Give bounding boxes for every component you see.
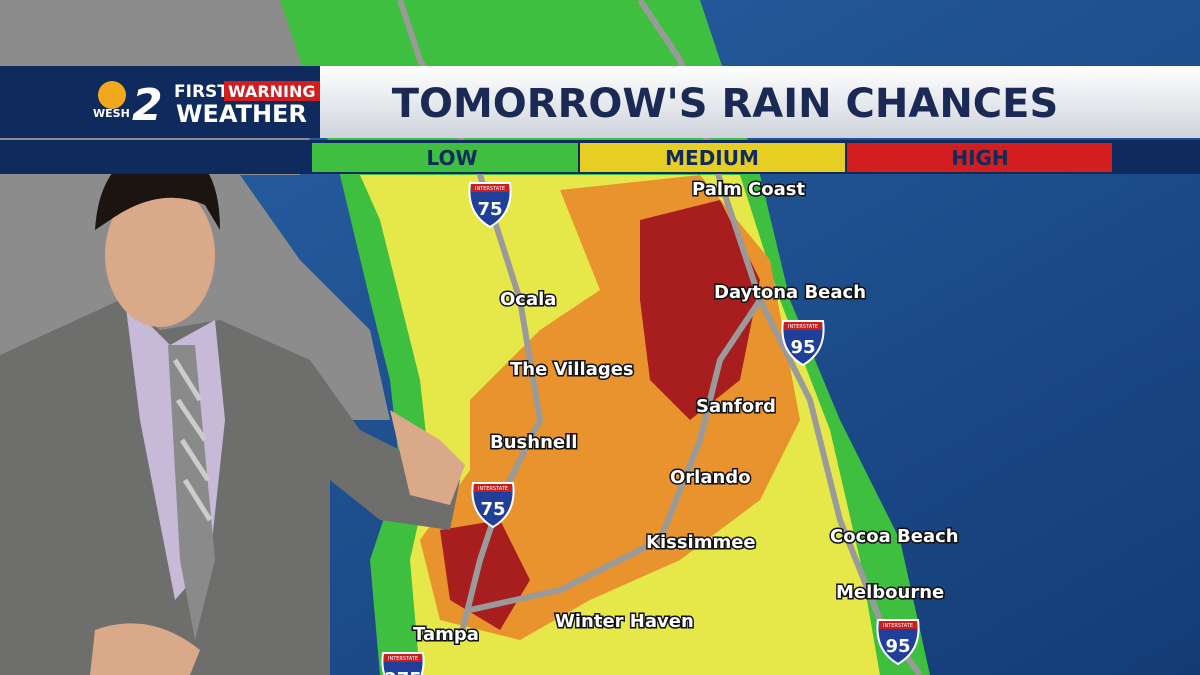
shield-label: INTERSTATE [475, 186, 505, 192]
presenter [0, 148, 465, 675]
interstate-shield [876, 619, 920, 666]
logo-first: FIRST [174, 82, 229, 102]
legend-label: LOW [426, 146, 477, 170]
title-bar [320, 66, 1200, 138]
shield-top [384, 654, 422, 662]
city-label: Sanford [696, 396, 776, 417]
shield-number: 75 [480, 499, 505, 520]
shield-number: 95 [790, 337, 815, 358]
shield-top [784, 322, 822, 330]
shield-label: INTERSTATE [883, 623, 913, 629]
interstate-shield [781, 320, 825, 367]
logo-number: 2 [132, 80, 163, 131]
logo-panel [0, 66, 330, 138]
city-label: Daytona Beach [714, 282, 866, 303]
city-label: Melbourne [836, 582, 944, 603]
shield-number: 95 [885, 636, 910, 657]
interstate-shield [468, 182, 512, 229]
shield-top [474, 484, 512, 492]
city-label: Ocala [500, 289, 556, 310]
interstate-shield [471, 482, 515, 529]
rain-high [440, 200, 760, 630]
logo-warning: WARNING [228, 82, 316, 101]
city-label: Kissimmee [646, 532, 756, 553]
shield-number: 75 [477, 199, 502, 220]
shield-number: 275 [384, 669, 422, 675]
warning-badge [224, 81, 320, 101]
city-label: Winter Haven [555, 611, 694, 632]
legend-low [312, 143, 578, 172]
logo-station: WESH [93, 107, 130, 120]
shield-label: INTERSTATE [788, 324, 818, 330]
city-label: Cocoa Beach [830, 526, 959, 547]
city-label: Palm Coast [692, 179, 805, 200]
legend-high [847, 143, 1112, 172]
shield-top [879, 621, 917, 629]
shield-label: INTERSTATE [388, 656, 418, 662]
city-label: Bushnell [490, 432, 577, 453]
city-label: The Villages [510, 359, 634, 380]
city-label: Orlando [670, 467, 751, 488]
shield-label: INTERSTATE [478, 486, 508, 492]
city-label: Tampa [413, 624, 479, 645]
legend-label: HIGH [951, 146, 1008, 170]
title: TOMORROW'S RAIN CHANCES [392, 81, 1059, 127]
legend-medium [580, 143, 845, 172]
logo-weather: WEATHER [176, 100, 307, 128]
shield-top [471, 184, 509, 192]
peacock [98, 81, 126, 109]
legend-label: MEDIUM [665, 146, 759, 170]
